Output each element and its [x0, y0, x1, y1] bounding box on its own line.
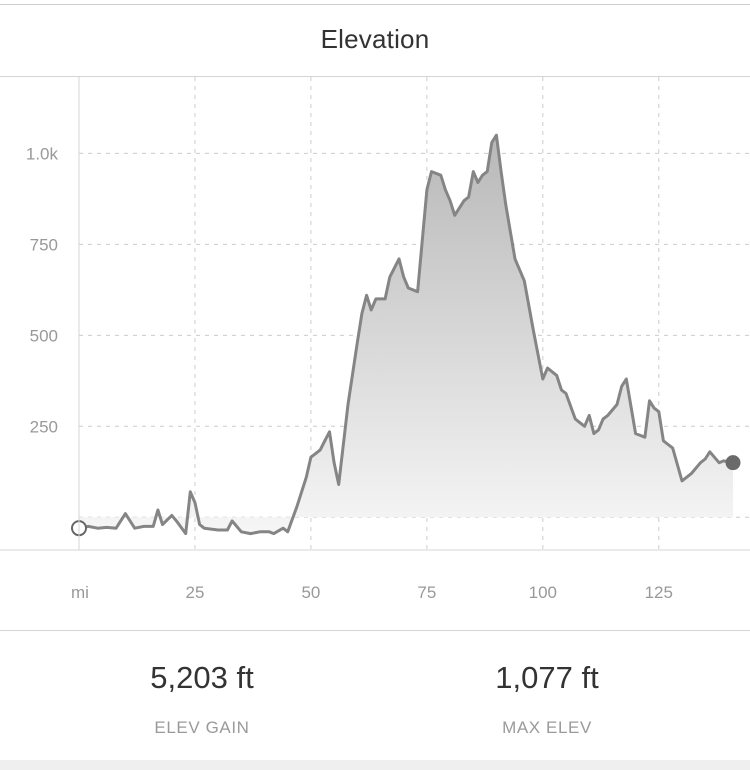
x-tick-label: 125 — [645, 583, 673, 602]
elevation-line — [77, 133, 735, 536]
stats-divider — [0, 630, 750, 631]
elevation-chart: 250 500 750 1.0k 25 50 75 100 125 mi — [0, 77, 750, 602]
end-marker — [725, 455, 741, 471]
chart-title: Elevation — [320, 24, 430, 54]
x-tick-label: 75 — [417, 583, 436, 602]
x-tick-labels: 25 50 75 100 125 — [185, 583, 672, 602]
elevation-area-fill — [79, 135, 733, 534]
x-axis-unit-label: mi — [71, 583, 89, 602]
elev-gain-value: 5,203 ft — [150, 660, 254, 695]
title-divider — [0, 76, 750, 77]
area-series — [71, 133, 741, 537]
y-tick-label: 750 — [30, 235, 58, 254]
max-elev-label: MAX ELEV — [502, 718, 592, 737]
elev-gain-stat: 5,203 ft ELEV GAIN — [72, 660, 332, 738]
elev-gain-label: ELEV GAIN — [154, 718, 250, 737]
y-tick-label: 500 — [30, 326, 58, 345]
x-tick-label: 25 — [185, 583, 204, 602]
y-tick-label: 250 — [30, 417, 58, 436]
max-elev-stat: 1,077 ft MAX ELEV — [417, 660, 677, 738]
x-tick-label: 100 — [529, 583, 557, 602]
bottom-bar — [0, 760, 750, 770]
max-elev-value: 1,077 ft — [495, 660, 599, 695]
x-tick-label: 50 — [301, 583, 320, 602]
y-tick-label: 1.0k — [26, 144, 59, 163]
top-divider — [0, 4, 750, 5]
y-tick-labels: 250 500 750 1.0k — [26, 144, 59, 436]
